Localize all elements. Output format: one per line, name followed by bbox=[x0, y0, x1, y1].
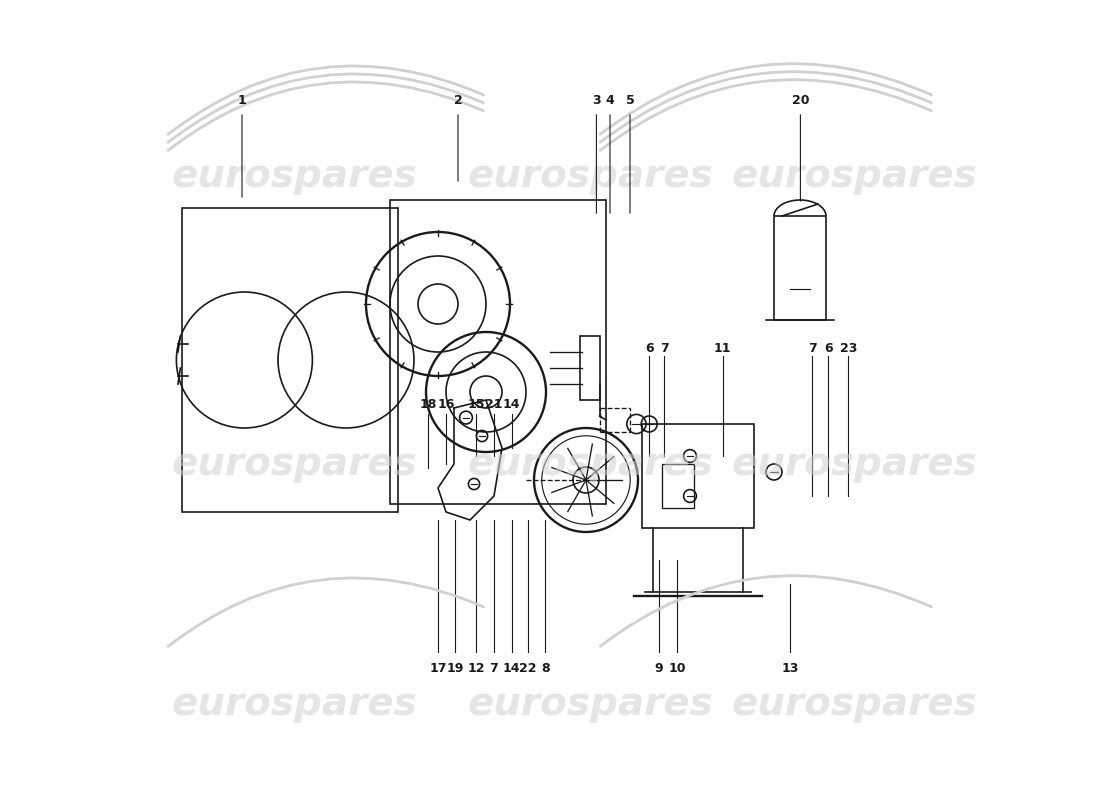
Text: eurospares: eurospares bbox=[172, 445, 417, 483]
Text: 19: 19 bbox=[447, 662, 463, 674]
Text: eurospares: eurospares bbox=[172, 157, 417, 195]
Bar bbox=[642, 424, 754, 528]
Text: 6: 6 bbox=[824, 342, 833, 354]
Text: 14: 14 bbox=[503, 662, 520, 674]
Text: eurospares: eurospares bbox=[468, 445, 713, 483]
Text: 7: 7 bbox=[490, 662, 498, 674]
Text: 22: 22 bbox=[519, 662, 537, 674]
Text: 13: 13 bbox=[781, 662, 799, 674]
Bar bbox=[580, 336, 600, 400]
Text: 14: 14 bbox=[503, 398, 520, 410]
Text: 8: 8 bbox=[541, 662, 550, 674]
Text: 15: 15 bbox=[468, 398, 485, 410]
Text: 10: 10 bbox=[669, 662, 686, 674]
Text: eurospares: eurospares bbox=[732, 685, 977, 723]
Text: 3: 3 bbox=[592, 94, 601, 106]
Text: 23: 23 bbox=[839, 342, 857, 354]
Text: eurospares: eurospares bbox=[732, 157, 977, 195]
Text: eurospares: eurospares bbox=[468, 157, 713, 195]
Bar bbox=[182, 208, 398, 512]
Text: 7: 7 bbox=[660, 342, 669, 354]
Text: eurospares: eurospares bbox=[732, 445, 977, 483]
Text: 9: 9 bbox=[654, 662, 663, 674]
Bar bbox=[390, 200, 606, 504]
Text: 4: 4 bbox=[606, 94, 615, 106]
Text: 6: 6 bbox=[645, 342, 653, 354]
Text: 21: 21 bbox=[485, 398, 503, 410]
Text: 5: 5 bbox=[626, 94, 635, 106]
Text: 16: 16 bbox=[438, 398, 454, 410]
Text: 17: 17 bbox=[429, 662, 447, 674]
Text: 12: 12 bbox=[468, 662, 485, 674]
Bar bbox=[774, 216, 826, 320]
Text: 2: 2 bbox=[453, 94, 462, 106]
Text: eurospares: eurospares bbox=[172, 685, 417, 723]
Text: 20: 20 bbox=[792, 94, 810, 106]
Text: 18: 18 bbox=[420, 398, 437, 410]
Text: 1: 1 bbox=[238, 94, 246, 106]
Text: 11: 11 bbox=[714, 342, 732, 354]
Text: eurospares: eurospares bbox=[468, 685, 713, 723]
Text: 7: 7 bbox=[808, 342, 817, 354]
Bar bbox=[662, 464, 694, 508]
